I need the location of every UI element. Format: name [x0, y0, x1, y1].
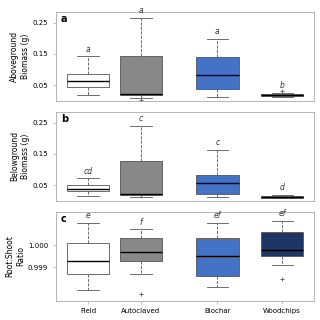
- Text: a: a: [61, 14, 67, 24]
- PathPatch shape: [120, 238, 162, 261]
- Text: ef: ef: [278, 209, 286, 218]
- PathPatch shape: [196, 57, 239, 89]
- Text: c: c: [139, 114, 143, 123]
- Text: c: c: [215, 138, 220, 147]
- Text: f: f: [140, 218, 142, 227]
- Text: a: a: [215, 27, 220, 36]
- Y-axis label: Belowground
Biomass (g): Belowground Biomass (g): [10, 131, 29, 181]
- PathPatch shape: [67, 74, 109, 87]
- Text: a: a: [139, 6, 143, 15]
- PathPatch shape: [120, 161, 162, 195]
- PathPatch shape: [196, 238, 239, 276]
- PathPatch shape: [67, 185, 109, 191]
- PathPatch shape: [261, 232, 303, 256]
- Y-axis label: Root:Shoot
Ratio: Root:Shoot Ratio: [5, 235, 25, 277]
- PathPatch shape: [261, 94, 303, 96]
- PathPatch shape: [67, 243, 109, 274]
- Text: e: e: [86, 211, 90, 220]
- PathPatch shape: [120, 56, 162, 95]
- PathPatch shape: [261, 196, 303, 198]
- Text: b: b: [280, 81, 284, 90]
- Y-axis label: Aboveground
Biomass (g): Aboveground Biomass (g): [10, 31, 29, 82]
- Text: b: b: [61, 114, 68, 124]
- Text: ef: ef: [214, 211, 221, 220]
- PathPatch shape: [196, 175, 239, 194]
- Text: cd: cd: [84, 167, 92, 176]
- Text: a: a: [86, 45, 90, 54]
- Text: d: d: [280, 183, 284, 192]
- Text: c: c: [61, 214, 67, 224]
